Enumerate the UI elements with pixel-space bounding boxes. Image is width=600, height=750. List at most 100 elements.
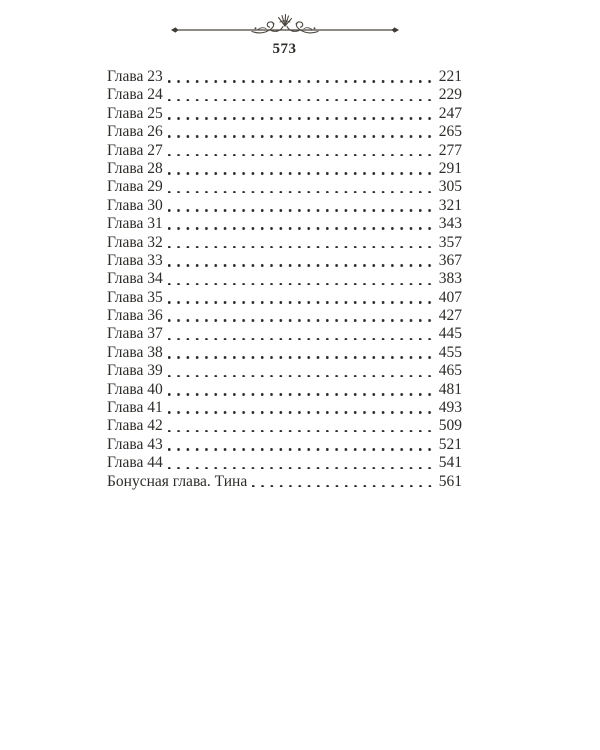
toc-entry-page: 305 bbox=[438, 178, 462, 196]
right-scrollwork bbox=[285, 21, 319, 34]
toc-entry: Глава 26 265 bbox=[107, 123, 462, 141]
toc-entry-label: Глава 28 bbox=[107, 159, 163, 177]
toc-dot-leader bbox=[163, 215, 439, 233]
toc-entry-page: 465 bbox=[438, 362, 462, 380]
toc-entry: Глава 23 221 bbox=[107, 68, 462, 86]
toc-dot-leader bbox=[163, 142, 439, 160]
toc-entry: Глава 36 427 bbox=[107, 307, 462, 325]
toc-entry-label: Глава 44 bbox=[107, 454, 163, 472]
toc-entry: Глава 44 541 bbox=[107, 454, 462, 472]
toc-dot-leader bbox=[163, 270, 439, 288]
toc-entry: Глава 31 343 bbox=[107, 215, 462, 233]
toc-entry: Глава 27 277 bbox=[107, 142, 462, 160]
toc-entry-label: Глава 35 bbox=[107, 288, 163, 306]
toc-entry-label: Глава 30 bbox=[107, 196, 163, 214]
toc-entry: Глава 34 383 bbox=[107, 270, 462, 288]
toc-entry-page: 521 bbox=[438, 435, 462, 453]
toc-dot-leader bbox=[163, 362, 439, 380]
table-of-contents: Глава 23 221 Глава 24 229 Глава 25 247 Г… bbox=[107, 68, 462, 491]
toc-entry: Глава 37 445 bbox=[107, 325, 462, 343]
toc-entry-label: Глава 24 bbox=[107, 86, 163, 104]
toc-entry-page: 343 bbox=[438, 215, 462, 233]
toc-entry-page: 229 bbox=[438, 86, 462, 104]
toc-entry-page: 407 bbox=[438, 288, 462, 306]
toc-entry: Глава 43 521 bbox=[107, 436, 462, 454]
divider-left-cap bbox=[170, 27, 178, 33]
toc-entry-page: 265 bbox=[438, 123, 462, 141]
toc-entry: Глава 28 291 bbox=[107, 160, 462, 178]
toc-entry-label: Глава 40 bbox=[107, 380, 163, 398]
toc-entry: Глава 24 229 bbox=[107, 86, 462, 104]
toc-entry-page: 541 bbox=[438, 454, 462, 472]
toc-entry: Бонусная глава. Тина 561 bbox=[107, 473, 462, 491]
toc-entry-label: Глава 37 bbox=[107, 325, 163, 343]
toc-entry: Глава 40 481 bbox=[107, 381, 462, 399]
toc-entry: Глава 33 367 bbox=[107, 252, 462, 270]
toc-dot-leader bbox=[163, 417, 439, 435]
page-number: 573 bbox=[272, 41, 297, 57]
toc-entry: Глава 29 305 bbox=[107, 178, 462, 196]
toc-dot-leader bbox=[163, 197, 439, 215]
toc-entry-page: 367 bbox=[438, 251, 462, 269]
page-content: 573 Глава 23 221 Глава 24 229 Глава 25 2… bbox=[107, 0, 462, 491]
toc-entry-label: Глава 39 bbox=[107, 362, 163, 380]
toc-entry-page: 221 bbox=[438, 68, 462, 85]
toc-entry-page: 481 bbox=[438, 380, 462, 398]
toc-dot-leader bbox=[163, 381, 439, 399]
toc-dot-leader bbox=[163, 399, 439, 417]
toc-entry-label: Глава 31 bbox=[107, 215, 163, 233]
left-scrollwork bbox=[250, 21, 284, 34]
page-header: 573 bbox=[107, 13, 462, 57]
center-fan-motif bbox=[277, 13, 292, 27]
toc-entry-label: Глава 41 bbox=[107, 399, 163, 417]
toc-entry-page: 357 bbox=[438, 233, 462, 251]
toc-entry: Глава 42 509 bbox=[107, 417, 462, 435]
toc-entry-label: Глава 29 bbox=[107, 178, 163, 196]
toc-entry-label: Глава 32 bbox=[107, 233, 163, 251]
toc-entry-page: 321 bbox=[438, 196, 462, 214]
toc-entry-page: 247 bbox=[438, 104, 462, 122]
toc-entry-page: 291 bbox=[438, 159, 462, 177]
toc-dot-leader bbox=[163, 123, 439, 141]
toc-dot-leader bbox=[163, 252, 439, 270]
toc-entry-label: Глава 25 bbox=[107, 104, 163, 122]
toc-entry: Глава 39 465 bbox=[107, 362, 462, 380]
toc-entry-label: Глава 43 bbox=[107, 435, 163, 453]
toc-entry-page: 445 bbox=[438, 325, 462, 343]
toc-entry: Глава 30 321 bbox=[107, 197, 462, 215]
toc-dot-leader bbox=[163, 105, 439, 123]
toc-entry-label: Глава 38 bbox=[107, 343, 163, 361]
toc-entry-label: Глава 34 bbox=[107, 270, 163, 288]
toc-entry-label: Глава 26 bbox=[107, 123, 163, 141]
toc-dot-leader bbox=[163, 436, 439, 454]
toc-entry-page: 455 bbox=[438, 343, 462, 361]
toc-entry-page: 383 bbox=[438, 270, 462, 288]
toc-dot-leader bbox=[163, 160, 439, 178]
toc-entry-label: Глава 36 bbox=[107, 307, 163, 325]
toc-entry-label: Глава 33 bbox=[107, 251, 163, 269]
toc-dot-leader bbox=[163, 289, 439, 307]
toc-dot-leader bbox=[163, 344, 439, 362]
toc-entry-page: 509 bbox=[438, 417, 462, 435]
toc-entry-label: Бонусная глава. Тина bbox=[107, 472, 248, 490]
toc-entry-page: 493 bbox=[438, 399, 462, 417]
toc-dot-leader bbox=[163, 325, 439, 343]
toc-dot-leader bbox=[163, 307, 439, 325]
toc-dot-leader bbox=[163, 454, 439, 472]
toc-entry-page: 277 bbox=[438, 141, 462, 159]
toc-entry: Глава 38 455 bbox=[107, 344, 462, 362]
toc-dot-leader bbox=[163, 86, 439, 104]
toc-dot-leader bbox=[163, 178, 439, 196]
toc-entry-label: Глава 42 bbox=[107, 417, 163, 435]
toc-entry: Глава 25 247 bbox=[107, 105, 462, 123]
toc-entry-label: Глава 23 bbox=[107, 68, 163, 85]
toc-entry-page: 561 bbox=[438, 472, 462, 490]
divider-right-cap bbox=[391, 27, 399, 33]
toc-entry-label: Глава 27 bbox=[107, 141, 163, 159]
toc-entry: Глава 32 357 bbox=[107, 234, 462, 252]
toc-entry-page: 427 bbox=[438, 307, 462, 325]
toc-dot-leader bbox=[247, 473, 439, 491]
toc-entry: Глава 41 493 bbox=[107, 399, 462, 417]
toc-dot-leader bbox=[163, 68, 439, 86]
